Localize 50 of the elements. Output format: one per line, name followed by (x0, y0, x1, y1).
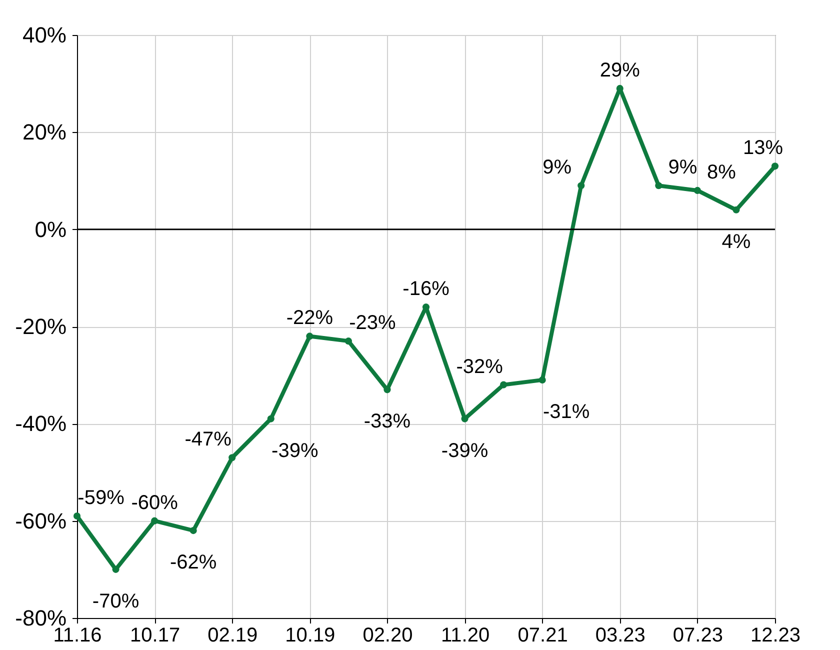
point (538, 376, 546, 384)
point (771, 162, 779, 170)
data-label: -23% (349, 312, 396, 334)
x-tick-label: 11.20 (440, 624, 490, 646)
data-label: -60% (131, 492, 178, 514)
y-tick-label: 40% (22, 22, 66, 48)
point (461, 415, 468, 422)
data-label: 9% (542, 156, 572, 179)
x-tick-label: 10.19 (285, 624, 336, 646)
y-tick-label: -20% (15, 314, 66, 339)
point (655, 182, 662, 190)
data-label: -22% (286, 307, 334, 330)
data-label: -70% (92, 590, 140, 612)
point (151, 517, 158, 524)
data-label: -62% (170, 552, 217, 574)
point (344, 338, 352, 345)
point (694, 186, 701, 194)
data-label: 13% (742, 137, 784, 160)
point (228, 454, 236, 462)
data-label: -39% (272, 440, 318, 462)
point (112, 566, 120, 573)
y-tick-label: -40% (15, 411, 66, 436)
point (306, 332, 314, 340)
x-tick-label: 12.23 (750, 624, 801, 646)
point (500, 381, 508, 388)
data-label: -39% (441, 440, 488, 462)
y-tick-label: 20% (22, 120, 66, 145)
x-tick-label: 02.19 (208, 624, 258, 646)
data-label: -32% (456, 356, 504, 378)
data-label: -47% (184, 428, 232, 451)
data-label: 29% (600, 59, 640, 82)
point (73, 512, 81, 520)
x-tick-label: 02.20 (362, 624, 413, 646)
data-label: -33% (364, 410, 411, 433)
point (190, 527, 197, 534)
x-tick-label: 07.21 (518, 624, 568, 646)
data-label: -59% (78, 486, 125, 509)
point (578, 182, 585, 190)
data-label: 9% (668, 156, 698, 179)
point (732, 206, 740, 214)
x-tick-label: 10.17 (130, 624, 180, 646)
data-label: 4% (722, 230, 751, 253)
y-tick-label: -60% (15, 508, 66, 534)
y-tick-label: 0% (34, 216, 66, 242)
data-label: -31% (542, 400, 590, 423)
point (267, 415, 274, 422)
x-tick-label: 03.23 (595, 624, 646, 646)
data-label: -16% (402, 278, 450, 300)
x-tick-label: 07.23 (672, 624, 723, 646)
data-label: 8% (706, 161, 736, 184)
